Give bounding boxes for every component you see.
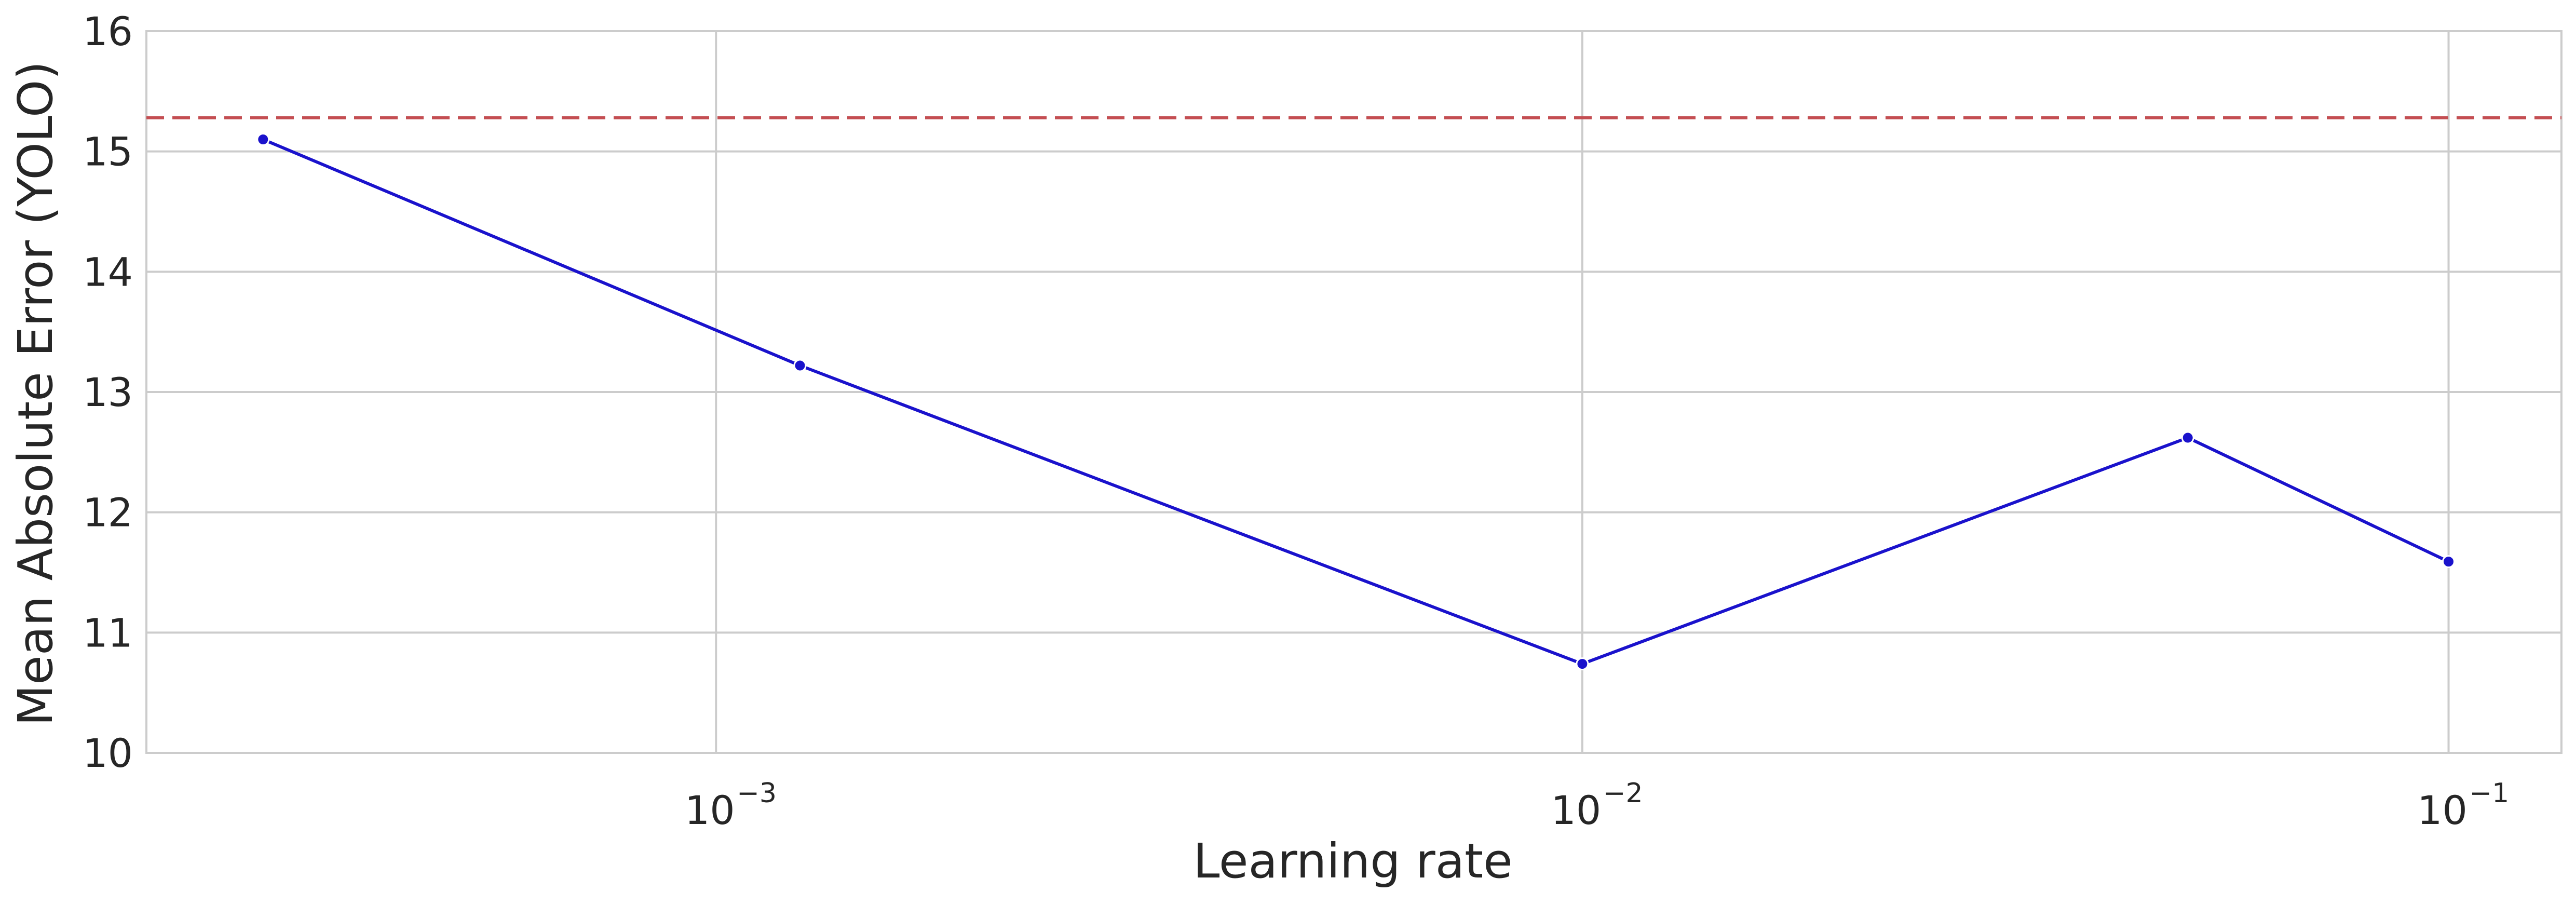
x-tick-exponent: −2 [1603, 778, 1643, 809]
y-tick-label: 15 [83, 129, 133, 175]
series-group [256, 133, 2456, 671]
x-tick-exponent: −1 [2470, 778, 2510, 809]
x-tick-exponent: −3 [737, 778, 777, 809]
x-tick-label: 10 [685, 787, 735, 833]
x-axis-ticks: 10 −3 10 −2 10 −1 [685, 778, 2509, 833]
axes-frame [145, 30, 2563, 754]
y-axis-title: Mean Absolute Error (YOLO) [8, 61, 63, 726]
y-tick-label: 10 [83, 730, 133, 776]
x-tick-label: 10 [2417, 787, 2467, 833]
grid [146, 30, 2561, 754]
series-line [262, 138, 2449, 666]
plot-frame [145, 30, 2563, 754]
y-tick-label: 14 [83, 249, 133, 295]
x-axis-title: Learning rate [1193, 833, 1513, 889]
y-tick-label: 12 [83, 490, 133, 536]
data-point [256, 133, 270, 146]
data-point [2181, 431, 2194, 444]
y-tick-label: 13 [83, 369, 133, 415]
x-tick-label: 10 [1551, 787, 1602, 833]
y-axis-ticks: 10 11 12 13 14 15 16 [83, 8, 133, 776]
data-point [1576, 657, 1589, 671]
data-point [793, 359, 807, 372]
y-tick-label: 11 [83, 610, 133, 656]
data-point [2442, 555, 2456, 569]
y-tick-label: 16 [83, 8, 133, 55]
